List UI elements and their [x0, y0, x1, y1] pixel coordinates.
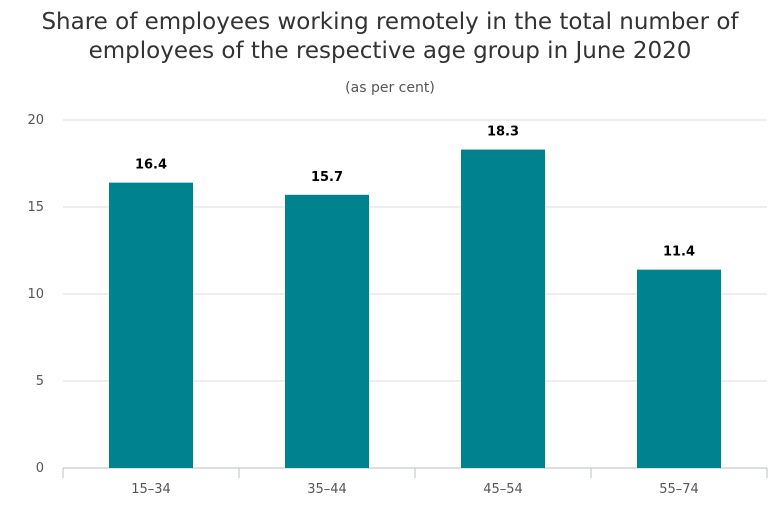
bar — [109, 182, 193, 468]
bar-value-label: 15.7 — [311, 170, 343, 185]
bar — [461, 149, 545, 468]
chart-title-line-2: employees of the respective age group in… — [88, 38, 692, 64]
bar — [637, 269, 721, 468]
chart-title-line-1: Share of employees working remotely in t… — [41, 9, 739, 35]
chart-title: Share of employees working remotely in t… — [0, 8, 780, 66]
chart-subtitle: (as per cent) — [345, 80, 435, 96]
y-tick-label: 5 — [36, 374, 44, 389]
bar-value-label: 11.4 — [663, 245, 695, 260]
y-tick-label: 20 — [27, 113, 44, 128]
bar-value-label: 18.3 — [487, 125, 519, 140]
x-tick-label: 35–44 — [307, 482, 347, 497]
y-tick-label: 0 — [36, 461, 44, 476]
x-tick-label: 45–54 — [483, 482, 523, 497]
bar-value-label: 16.4 — [135, 158, 167, 173]
x-tick-label: 15–34 — [131, 482, 171, 497]
y-tick-label: 10 — [27, 287, 44, 302]
bar — [285, 194, 369, 468]
y-tick-label: 15 — [27, 200, 44, 215]
x-tick-label: 55–74 — [659, 482, 699, 497]
